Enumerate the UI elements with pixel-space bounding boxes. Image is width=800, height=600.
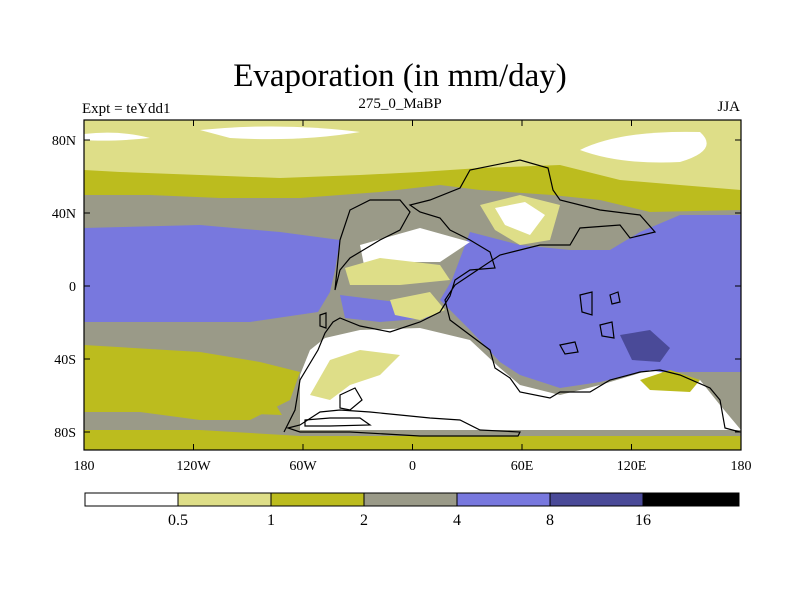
map-title: Evaporation (in mm/day)	[233, 58, 567, 94]
lon-tick-180w: 180	[74, 459, 95, 474]
colorbar-box-2	[270, 492, 365, 507]
period-label: 275_0_MaBP	[358, 96, 442, 112]
lat-tick-marks	[84, 139, 741, 433]
lat-tick-40s: 40S	[54, 353, 76, 368]
colorbar-box-4	[456, 492, 551, 507]
contour-band-south-1-2	[84, 430, 741, 450]
lon-tick-0: 0	[409, 459, 416, 474]
colorbar-label-2: 2	[360, 512, 368, 529]
contour-band-continent-05-1-c	[390, 292, 445, 320]
contour-band-antarctic-white	[300, 328, 741, 430]
colorbar-label-1: 1	[267, 512, 275, 529]
colorbar-box-6	[642, 492, 740, 507]
lat-tick-0: 0	[69, 280, 76, 295]
lat-tick-40n: 40N	[52, 207, 76, 222]
lon-tick-120w: 120W	[176, 459, 211, 474]
colorbar-box-1	[177, 492, 272, 507]
contour-band-north-white-2	[580, 131, 707, 163]
contour-band-8-16	[620, 330, 670, 362]
contour-band-north-white-3	[84, 132, 150, 141]
experiment-label: Expt = teYdd1	[82, 101, 171, 117]
lon-tick-120e: 120E	[617, 459, 647, 474]
season-label: JJA	[717, 99, 740, 115]
colorbar-label-4: 8	[546, 512, 554, 529]
contour-fill	[84, 120, 741, 450]
colorbar-label-0: 0.5	[168, 512, 188, 529]
contour-band-west-4-8	[84, 225, 340, 322]
lat-tick-labels: 80N 40N 0 40S 80S	[52, 134, 76, 441]
contour-band-continent-white-2	[495, 202, 545, 235]
colorbar-label-5: 16	[635, 512, 651, 529]
contour-band-south-05-1	[310, 350, 400, 400]
colorbar-label-3: 4	[453, 512, 461, 529]
colorbar-labels: 0.5 1 2 4 8 16	[168, 512, 651, 529]
contour-band-continent-05-1	[345, 258, 450, 285]
lon-tick-marks	[83, 120, 742, 450]
colorbar-box-3	[363, 492, 458, 507]
lon-tick-labels: 180 120W 60W 0 60E 120E 180	[74, 459, 752, 474]
colorbar	[84, 492, 740, 507]
contour-band-north-white-1	[200, 126, 360, 140]
lat-tick-80s: 80S	[54, 426, 76, 441]
lat-tick-80n: 80N	[52, 134, 76, 149]
lon-tick-60w: 60W	[289, 459, 317, 474]
contour-band-south-1-2-east	[640, 370, 700, 392]
lon-tick-180e: 180	[731, 459, 752, 474]
coastlines	[283, 159, 741, 437]
lon-tick-60e: 60E	[511, 459, 534, 474]
colorbar-box-0	[84, 492, 179, 507]
contour-band-south-1-2-west-b	[84, 380, 282, 415]
colorbar-box-5	[549, 492, 644, 507]
